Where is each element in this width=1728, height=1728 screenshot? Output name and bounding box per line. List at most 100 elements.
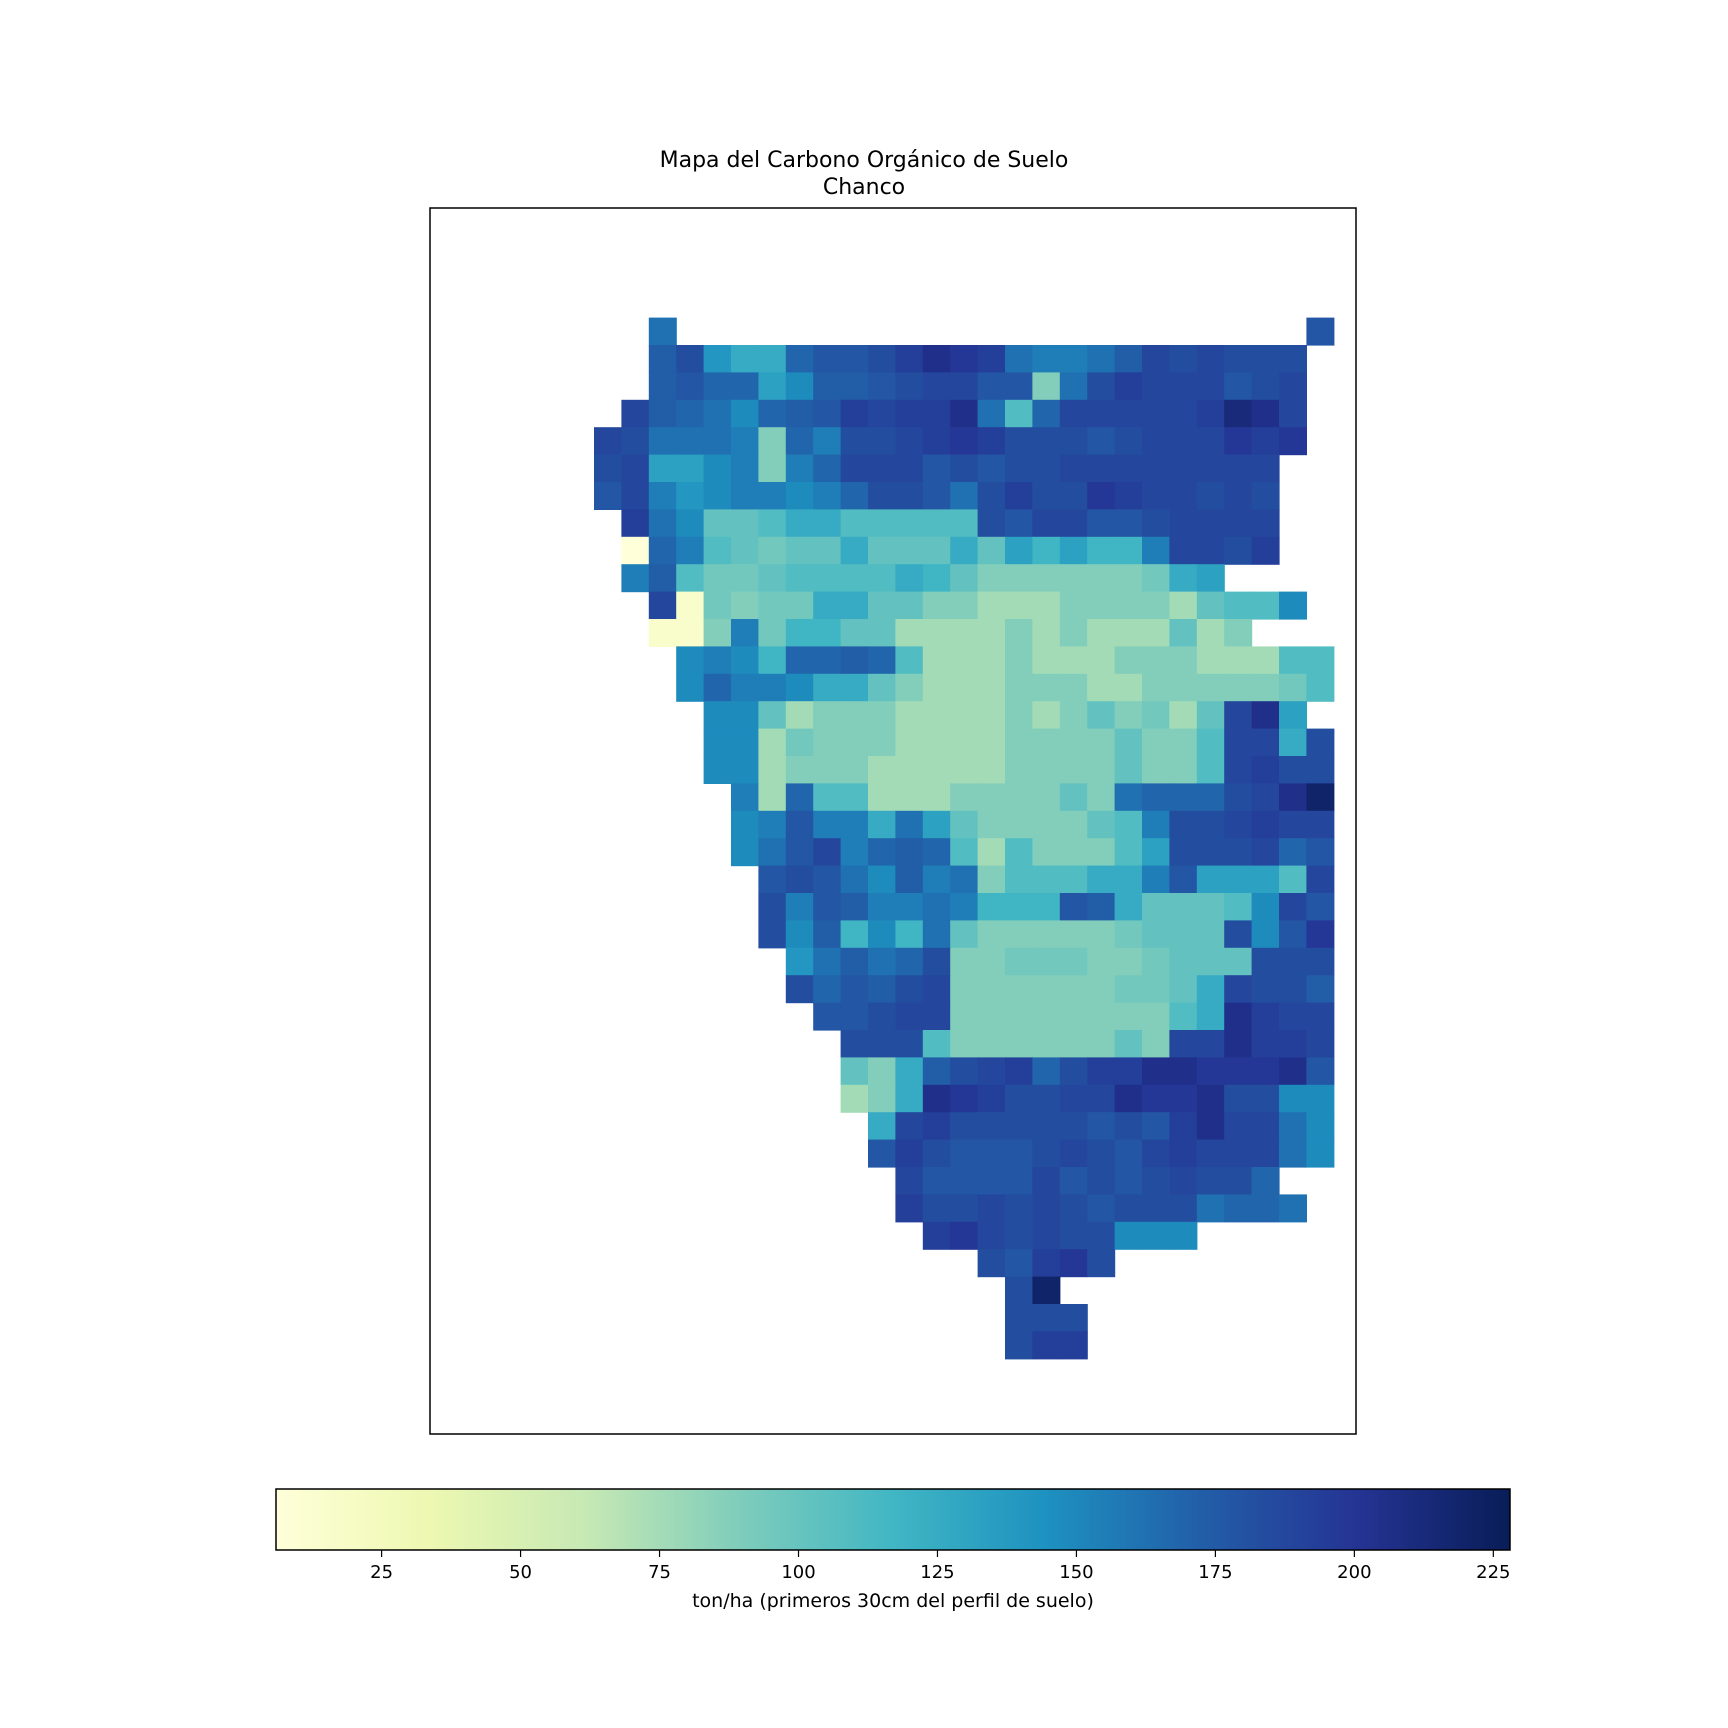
map-cell [1224, 810, 1253, 839]
map-cell [977, 619, 1006, 647]
map-cell [840, 893, 869, 921]
map-cell [840, 756, 869, 784]
map-cell [922, 893, 951, 921]
map-cell [1005, 1304, 1033, 1332]
map-cell [676, 673, 705, 702]
map-cell [1306, 810, 1335, 839]
map-cell [1114, 1084, 1143, 1113]
map-cell [758, 865, 787, 894]
map-cell [1279, 1139, 1307, 1168]
map-cell [1059, 345, 1088, 373]
map-cell [1169, 810, 1198, 839]
map-cell [1169, 372, 1198, 401]
map-cell [868, 619, 896, 647]
map-cell [1005, 345, 1033, 373]
map-cell [922, 673, 951, 702]
map-cell [1114, 1221, 1143, 1250]
map-cell [895, 454, 924, 483]
map-cell [922, 947, 951, 976]
map-cell [895, 728, 924, 757]
map-cell [922, 838, 951, 867]
map-cell [621, 454, 650, 483]
map-cell [1032, 1002, 1061, 1031]
map-cell [1279, 728, 1307, 757]
map-cell [1087, 1057, 1116, 1086]
map-cell [1032, 1304, 1061, 1332]
map-cell [731, 728, 759, 757]
map-cell [1032, 673, 1061, 702]
map-cell [1224, 591, 1253, 620]
map-cell [1251, 947, 1280, 976]
map-cell [895, 756, 924, 784]
map-cell [1306, 1002, 1335, 1031]
map-cell [676, 509, 705, 538]
map-cell [1142, 1002, 1170, 1031]
map-cell [1224, 756, 1253, 784]
map-cell [1169, 865, 1198, 894]
map-cell [950, 920, 979, 949]
map-cell [1059, 1331, 1088, 1360]
map-cell [1142, 701, 1170, 730]
map-cell [977, 1194, 1006, 1223]
map-cell [1005, 509, 1033, 538]
map-cell [840, 454, 869, 483]
map-cell [1032, 454, 1061, 483]
map-cell [922, 564, 951, 593]
map-cell [1306, 1139, 1335, 1168]
map-cell [594, 482, 622, 510]
map-cell [1251, 646, 1280, 675]
map-cell [840, 619, 869, 647]
map-cell [922, 810, 951, 839]
map-cell [1196, 1194, 1225, 1223]
map-cell [1032, 1030, 1061, 1058]
map-cell [1224, 1167, 1253, 1195]
map-cell [922, 372, 951, 401]
map-cell [1032, 619, 1061, 647]
map-cell [1251, 893, 1280, 921]
map-cell [1224, 1139, 1253, 1168]
map-cell [785, 509, 814, 538]
map-cell [1169, 509, 1198, 538]
map-cell [1142, 564, 1170, 593]
map-cell [758, 893, 787, 921]
map-cell [1279, 1030, 1307, 1058]
map-cell [1114, 1139, 1143, 1168]
map-cell [1059, 482, 1088, 510]
map-cell [1169, 1084, 1198, 1113]
map-cell [758, 345, 787, 373]
map-cell [868, 1057, 896, 1086]
map-cell [950, 1084, 979, 1113]
map-cell [813, 1002, 842, 1031]
map-cell [895, 1057, 924, 1086]
map-cell [1114, 454, 1143, 483]
map-cell [621, 509, 650, 538]
map-cell [1142, 1167, 1170, 1195]
map-cell [1251, 865, 1280, 894]
map-cell [1059, 536, 1088, 565]
map-cell [1005, 591, 1033, 620]
map-cell [1032, 646, 1061, 675]
map-cell [1169, 701, 1198, 730]
map-cell [676, 345, 705, 373]
map-cell [1279, 673, 1307, 702]
map-cell [1032, 701, 1061, 730]
map-cell [1251, 673, 1280, 702]
map-cell [1032, 372, 1061, 401]
map-cell [1224, 345, 1253, 373]
map-cell [840, 427, 869, 456]
map-cell [1251, 1112, 1280, 1141]
map-cell [1005, 1002, 1033, 1031]
map-cell [731, 372, 759, 401]
map-cell [1224, 865, 1253, 894]
colorbar-tick-label: 125 [920, 1562, 954, 1583]
map-cell [1169, 1167, 1198, 1195]
map-cell [1142, 345, 1170, 373]
map-cell [895, 1084, 924, 1113]
map-cell [1114, 728, 1143, 757]
map-cell [648, 345, 677, 373]
map-cell [1087, 947, 1116, 976]
map-cell [785, 838, 814, 867]
map-cell [758, 399, 787, 428]
map-cell [1251, 399, 1280, 428]
map-cell [758, 920, 787, 949]
